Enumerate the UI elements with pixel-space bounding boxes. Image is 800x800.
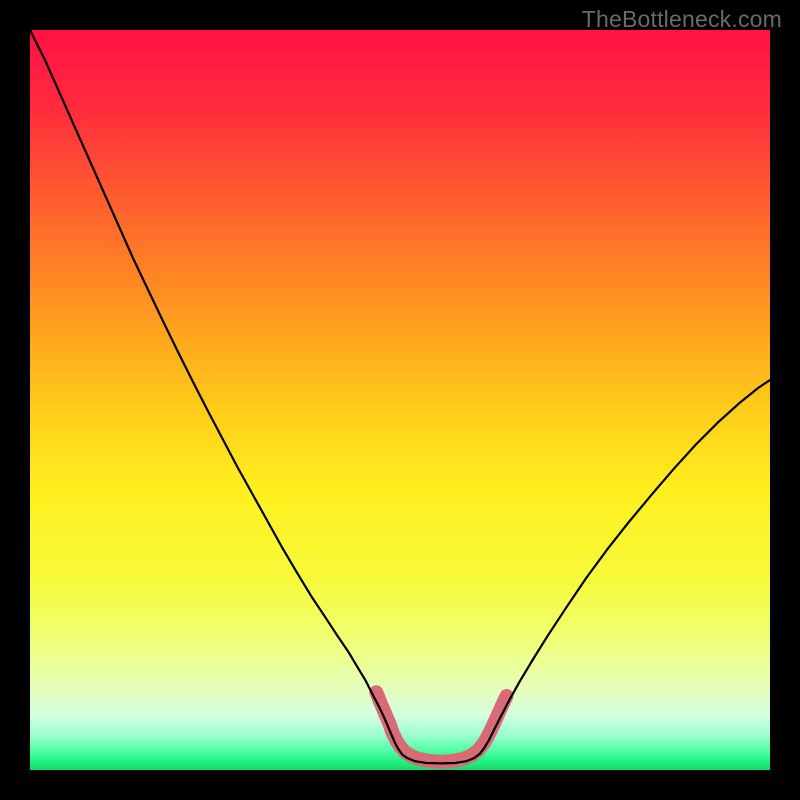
curve-layer [30, 30, 770, 770]
plot-area [30, 30, 770, 770]
bottleneck-highlight [376, 692, 506, 762]
chart-frame: TheBottleneck.com [0, 0, 800, 800]
bottleneck-curve [30, 30, 770, 763]
watermark-text: TheBottleneck.com [582, 6, 782, 33]
